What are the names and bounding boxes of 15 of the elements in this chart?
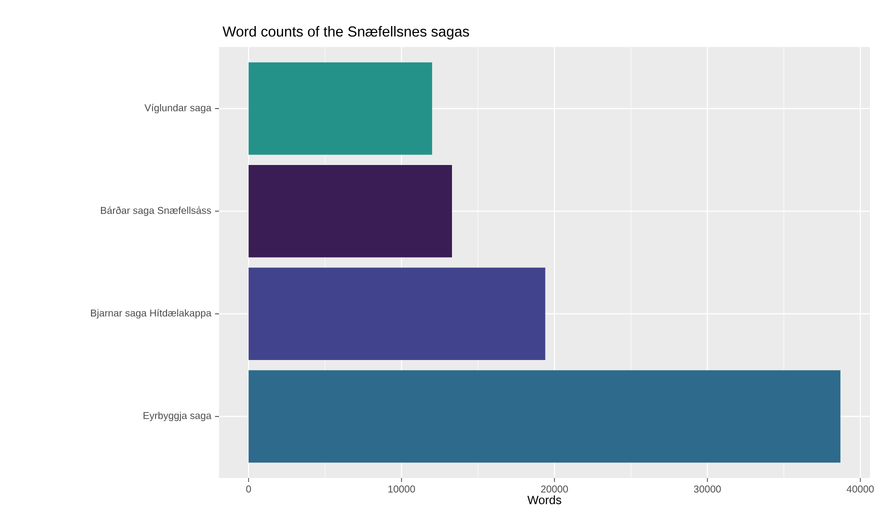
x-tick-label: 10000 [388, 486, 415, 493]
x-tick-label: 40000 [846, 486, 874, 493]
x-tick-label: 30000 [694, 486, 721, 493]
x-tick-label: 0 [246, 486, 251, 493]
y-tick-label: Bjarnar saga Hítdælakappa [91, 309, 212, 319]
y-tick-label: Bárðar saga Snæfellsáss [100, 206, 212, 216]
y-tick-label: Eyrbyggja saga [144, 412, 212, 422]
bar [248, 165, 452, 258]
x-tick-label: 20000 [541, 486, 568, 493]
x-axis-title: Words [527, 495, 562, 504]
y-tick-label: Víglundar saga [144, 104, 212, 114]
chart-title: Word counts of the Snæfellsnes sagas [222, 26, 470, 40]
bar [248, 370, 840, 463]
bar [248, 62, 432, 155]
bar [248, 268, 546, 360]
